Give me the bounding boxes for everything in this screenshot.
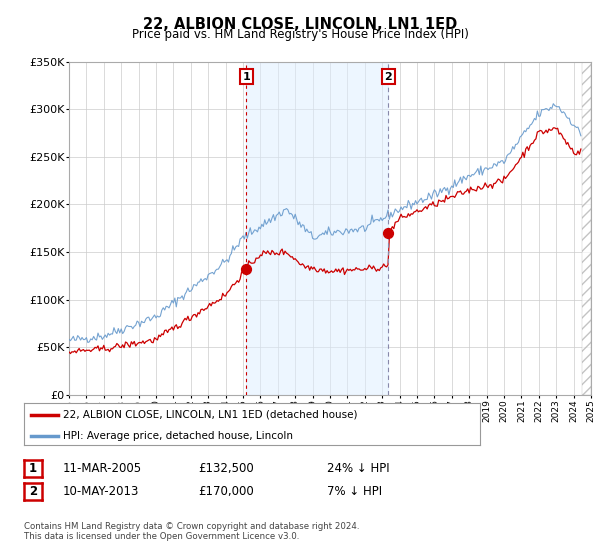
Text: HPI: Average price, detached house, Lincoln: HPI: Average price, detached house, Linc…: [63, 431, 293, 441]
Text: 1: 1: [242, 72, 250, 82]
Text: 11-MAR-2005: 11-MAR-2005: [63, 462, 142, 475]
Text: 2: 2: [385, 72, 392, 82]
Text: Contains HM Land Registry data © Crown copyright and database right 2024.
This d: Contains HM Land Registry data © Crown c…: [24, 522, 359, 542]
Text: £132,500: £132,500: [198, 462, 254, 475]
Point: [242, 264, 251, 273]
Text: 10-MAY-2013: 10-MAY-2013: [63, 484, 139, 498]
Text: 22, ALBION CLOSE, LINCOLN, LN1 1ED: 22, ALBION CLOSE, LINCOLN, LN1 1ED: [143, 17, 457, 32]
Text: Price paid vs. HM Land Registry's House Price Index (HPI): Price paid vs. HM Land Registry's House …: [131, 28, 469, 41]
Bar: [582, 62, 591, 395]
Text: 7% ↓ HPI: 7% ↓ HPI: [327, 484, 382, 498]
Text: 2: 2: [29, 484, 37, 498]
Point: [383, 228, 393, 237]
Bar: [247, 62, 388, 395]
Text: 24% ↓ HPI: 24% ↓ HPI: [327, 462, 389, 475]
Text: 1: 1: [29, 462, 37, 475]
Text: 22, ALBION CLOSE, LINCOLN, LN1 1ED (detached house): 22, ALBION CLOSE, LINCOLN, LN1 1ED (deta…: [63, 410, 357, 420]
Text: £170,000: £170,000: [198, 484, 254, 498]
